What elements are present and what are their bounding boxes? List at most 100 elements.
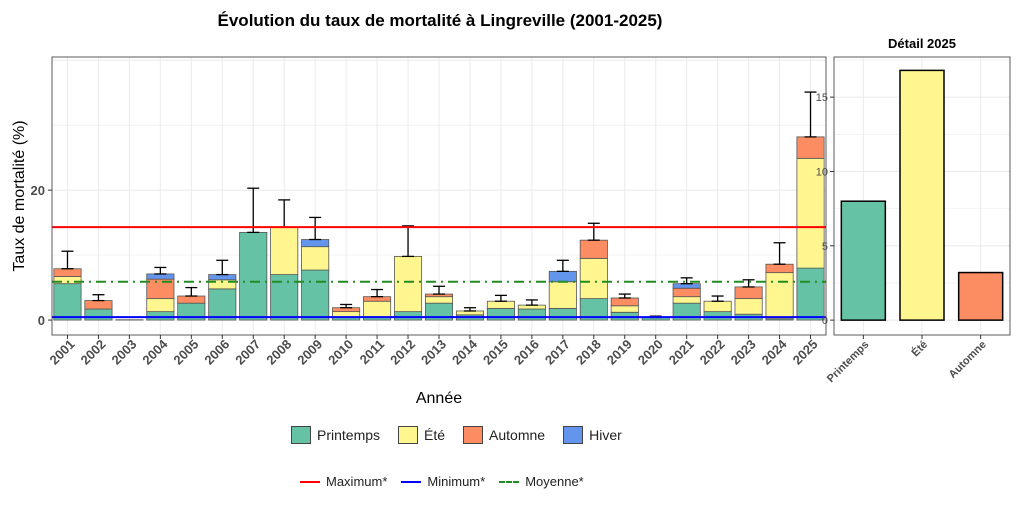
- x-tick-label: 2016: [511, 337, 542, 368]
- bar-segment-été: [363, 300, 392, 318]
- legend-item-maximum: Maximum*: [300, 474, 387, 489]
- x-tick-label: 2011: [357, 337, 388, 368]
- x-tick-label: 2008: [263, 337, 294, 368]
- legend-item-automne: Automne: [463, 426, 545, 444]
- bar-segment-printemps: [146, 311, 175, 321]
- bar-segment-été: [703, 300, 732, 313]
- detail-title: Détail 2025: [888, 36, 956, 51]
- x-tick-label: 2003: [108, 337, 139, 368]
- bar-segment-printemps: [84, 308, 113, 321]
- legend-item-minimum: Minimum*: [401, 474, 485, 489]
- bar-segment-été: [394, 256, 423, 313]
- x-tick-label: 2023: [728, 337, 759, 368]
- detail-x-tick-label: Printemps: [825, 339, 872, 386]
- x-tick-label: 2015: [480, 337, 511, 368]
- bar-segment-été: [796, 157, 825, 269]
- bar-segment-été: [424, 296, 454, 304]
- bar-segment-automne: [84, 300, 113, 310]
- x-axis-label: Année: [416, 390, 462, 407]
- bar-segment-printemps: [53, 283, 82, 321]
- bar-segment-automne: [734, 286, 763, 300]
- bar-segment-automne: [363, 296, 392, 302]
- bar-segment-automne: [177, 295, 206, 304]
- bar-segment-printemps: [394, 311, 423, 321]
- bar-segment-printemps: [239, 231, 268, 321]
- x-tick-label: 2009: [294, 337, 325, 368]
- legend-swatch: [398, 426, 419, 444]
- bar-segment-printemps: [548, 307, 577, 321]
- bar-segment-printemps: [796, 267, 825, 321]
- x-tick-label: 2022: [697, 337, 728, 368]
- legend-label: Automne: [489, 427, 546, 443]
- season-legend: Printemps Été Automne Hiver: [291, 426, 622, 444]
- bar-segment-printemps: [486, 307, 515, 321]
- x-tick-label: 2014: [449, 336, 481, 368]
- y-tick-label: 0: [38, 313, 45, 328]
- bar-segment-hiver: [548, 270, 577, 283]
- bar-segment-hiver: [146, 273, 175, 280]
- bar-segment-été: [301, 246, 330, 271]
- bar-segment-été: [486, 300, 515, 309]
- reference-legend: Maximum* Minimum* Moyenne*: [300, 474, 584, 489]
- detail-plot-border: [833, 56, 1011, 336]
- bar-segment-été: [734, 298, 763, 315]
- x-tick-label: 2024: [759, 336, 791, 368]
- x-tick-label: 2007: [232, 337, 263, 368]
- y-tick-label: 20: [31, 183, 45, 198]
- x-tick-label: 2012: [387, 337, 418, 368]
- bar-segment-automne: [796, 136, 825, 159]
- bar-segment-hiver: [208, 274, 237, 281]
- legend-line: [401, 480, 422, 483]
- x-tick-label: 2013: [418, 337, 449, 368]
- y-axis-label: Taux de mortalité (%): [11, 120, 28, 271]
- x-tick-label: 2001: [47, 337, 78, 368]
- detail-y-tick-label: 15: [816, 92, 828, 104]
- legend-item-printemps: Printemps: [291, 426, 380, 444]
- x-tick-label: 2025: [790, 337, 821, 368]
- bar-segment-hiver: [672, 283, 701, 289]
- legend-line: [499, 480, 520, 483]
- bar-segment-été: [610, 305, 639, 313]
- legend-label: Moyenne*: [525, 474, 584, 489]
- detail-bar-0: [840, 200, 887, 321]
- bar-segment-été: [332, 311, 361, 318]
- legend-item-moyenne: Moyenne*: [499, 474, 584, 489]
- bar-segment-été: [579, 257, 608, 300]
- legend-swatch: [563, 426, 584, 444]
- legend-swatch: [463, 426, 484, 444]
- detail-bar-1: [899, 69, 945, 321]
- chart-title: Évolution du taux de mortalité à Lingrev…: [218, 11, 663, 30]
- detail-y-tick-label: 0: [822, 315, 828, 327]
- x-tick-label: 2017: [542, 337, 573, 368]
- bar-segment-automne: [579, 239, 608, 259]
- x-tick-label: 2019: [604, 337, 635, 368]
- bar-segment-automne: [765, 263, 794, 274]
- x-tick-label: 2005: [170, 337, 201, 368]
- bar-segment-automne: [53, 268, 82, 277]
- legend-line: [300, 480, 320, 483]
- detail-x-tick-label: Été: [909, 338, 930, 359]
- legend-item-hiver: Hiver: [563, 426, 622, 444]
- detail-bar-2: [957, 271, 1004, 321]
- bar-segment-automne: [610, 297, 639, 307]
- x-tick-label: 2018: [573, 337, 604, 368]
- bar-segment-hiver: [301, 239, 330, 248]
- bar-segment-été: [548, 281, 577, 309]
- legend-label: Été: [424, 427, 446, 443]
- bar-segment-printemps: [208, 288, 237, 321]
- x-tick-label: 2021: [666, 337, 697, 368]
- bar-segment-automne: [672, 287, 701, 298]
- bar-segment-printemps: [517, 308, 546, 321]
- x-tick-label: 2006: [201, 337, 232, 368]
- x-tick-label: 2004: [139, 336, 171, 368]
- legend-label: Minimum*: [427, 474, 486, 489]
- bar-segment-été: [672, 296, 701, 304]
- bar-segment-été: [146, 298, 175, 313]
- legend-item-ete: Été: [398, 426, 445, 444]
- detail-y-tick-label: 10: [816, 166, 828, 178]
- x-tick-label: 2002: [78, 337, 109, 368]
- bar-segment-printemps: [703, 311, 732, 321]
- x-tick-label: 2010: [325, 337, 356, 368]
